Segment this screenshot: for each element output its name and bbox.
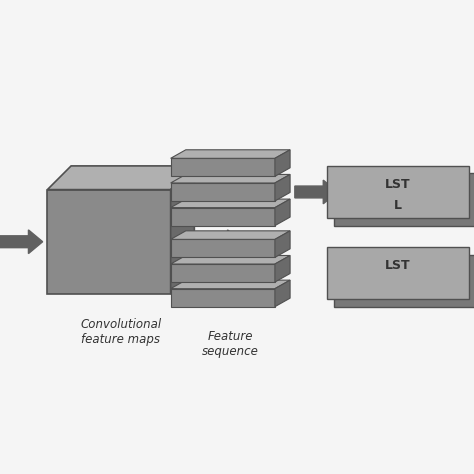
Text: LST: LST [385, 259, 411, 272]
FancyArrow shape [199, 230, 242, 254]
Text: LST: LST [385, 178, 411, 191]
Polygon shape [171, 174, 290, 183]
Polygon shape [275, 231, 290, 257]
Polygon shape [275, 199, 290, 226]
Polygon shape [171, 183, 275, 201]
Polygon shape [275, 174, 290, 201]
Text: ⋯: ⋯ [223, 240, 237, 254]
Polygon shape [171, 231, 290, 239]
Polygon shape [275, 280, 290, 307]
Polygon shape [47, 190, 171, 294]
Polygon shape [171, 199, 290, 208]
Polygon shape [334, 255, 474, 307]
Polygon shape [275, 255, 290, 282]
Polygon shape [171, 166, 194, 294]
Polygon shape [171, 208, 275, 226]
Polygon shape [334, 173, 474, 226]
FancyArrow shape [295, 180, 337, 204]
FancyArrow shape [0, 230, 43, 254]
Polygon shape [275, 150, 290, 176]
Polygon shape [171, 255, 290, 264]
Polygon shape [47, 166, 194, 190]
Text: Convolutional
feature maps: Convolutional feature maps [80, 318, 162, 346]
Polygon shape [171, 264, 275, 282]
Polygon shape [327, 247, 469, 299]
Text: L: L [394, 199, 402, 211]
Polygon shape [171, 150, 290, 158]
Polygon shape [171, 280, 290, 289]
Polygon shape [171, 289, 275, 307]
Polygon shape [171, 158, 275, 176]
Text: Feature
sequence: Feature sequence [202, 330, 259, 358]
Polygon shape [171, 239, 275, 257]
Polygon shape [327, 166, 469, 218]
